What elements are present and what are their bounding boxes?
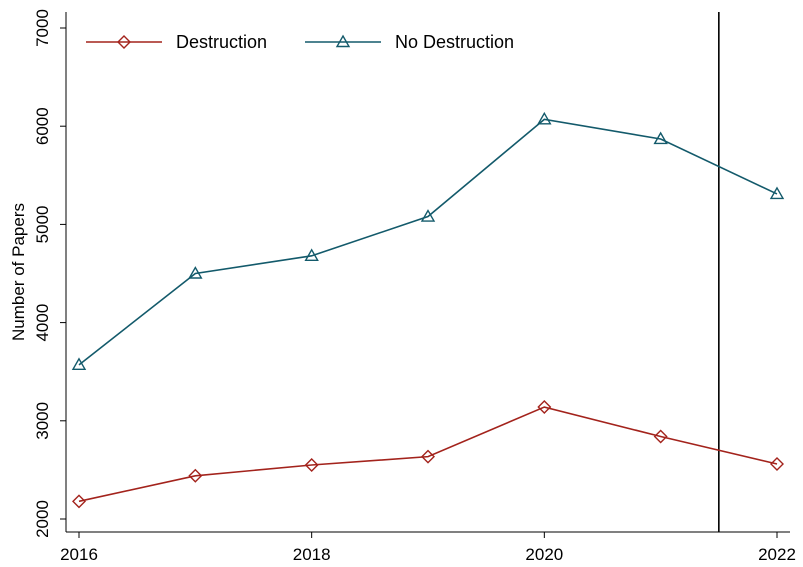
y-tick-label: 3000 bbox=[33, 402, 52, 440]
legend-item: No Destruction bbox=[305, 32, 514, 52]
series-destruction bbox=[72, 400, 784, 509]
triangle-marker bbox=[653, 131, 668, 145]
legend-label: No Destruction bbox=[395, 32, 514, 52]
x-tick-label: 2022 bbox=[758, 545, 796, 564]
diamond-marker bbox=[537, 400, 552, 415]
diamond-marker bbox=[304, 458, 319, 472]
legend: Destruction No Destruction bbox=[86, 32, 514, 52]
legend-item: Destruction bbox=[86, 32, 267, 52]
diamond-marker bbox=[188, 468, 203, 483]
x-tick-label: 2020 bbox=[525, 545, 563, 564]
series-line bbox=[78, 406, 778, 503]
triangle-marker bbox=[188, 266, 203, 279]
y-tick-label: 7000 bbox=[33, 9, 52, 47]
triangle-marker bbox=[304, 248, 319, 262]
x-tick-label: 2016 bbox=[60, 545, 98, 564]
y-tick-label: 4000 bbox=[33, 304, 52, 342]
triangle-marker bbox=[420, 209, 436, 222]
y-tick-label: 5000 bbox=[33, 205, 52, 243]
y-tick-label: 6000 bbox=[33, 107, 52, 145]
x-tick-label: 2018 bbox=[293, 545, 331, 564]
axes: 2000 3000 4000 5000 6000 7000 2016 2018 2020 2022… bbox=[9, 9, 796, 564]
series-no-destruction bbox=[71, 111, 785, 371]
triangle-marker bbox=[335, 34, 351, 48]
legend-label: Destruction bbox=[176, 32, 267, 52]
triangle-marker bbox=[537, 111, 552, 125]
triangle-marker bbox=[71, 357, 87, 371]
diamond-marker bbox=[653, 429, 668, 444]
series-line bbox=[78, 118, 778, 366]
diamond-marker bbox=[72, 494, 86, 509]
diamond-marker bbox=[770, 457, 784, 471]
diamond-marker bbox=[421, 449, 435, 464]
triangle-marker bbox=[769, 186, 785, 200]
y-axis-title: Number of Papers bbox=[9, 203, 28, 341]
series bbox=[71, 111, 785, 509]
y-tick-label: 2000 bbox=[33, 500, 52, 538]
diamond-marker bbox=[117, 35, 131, 49]
